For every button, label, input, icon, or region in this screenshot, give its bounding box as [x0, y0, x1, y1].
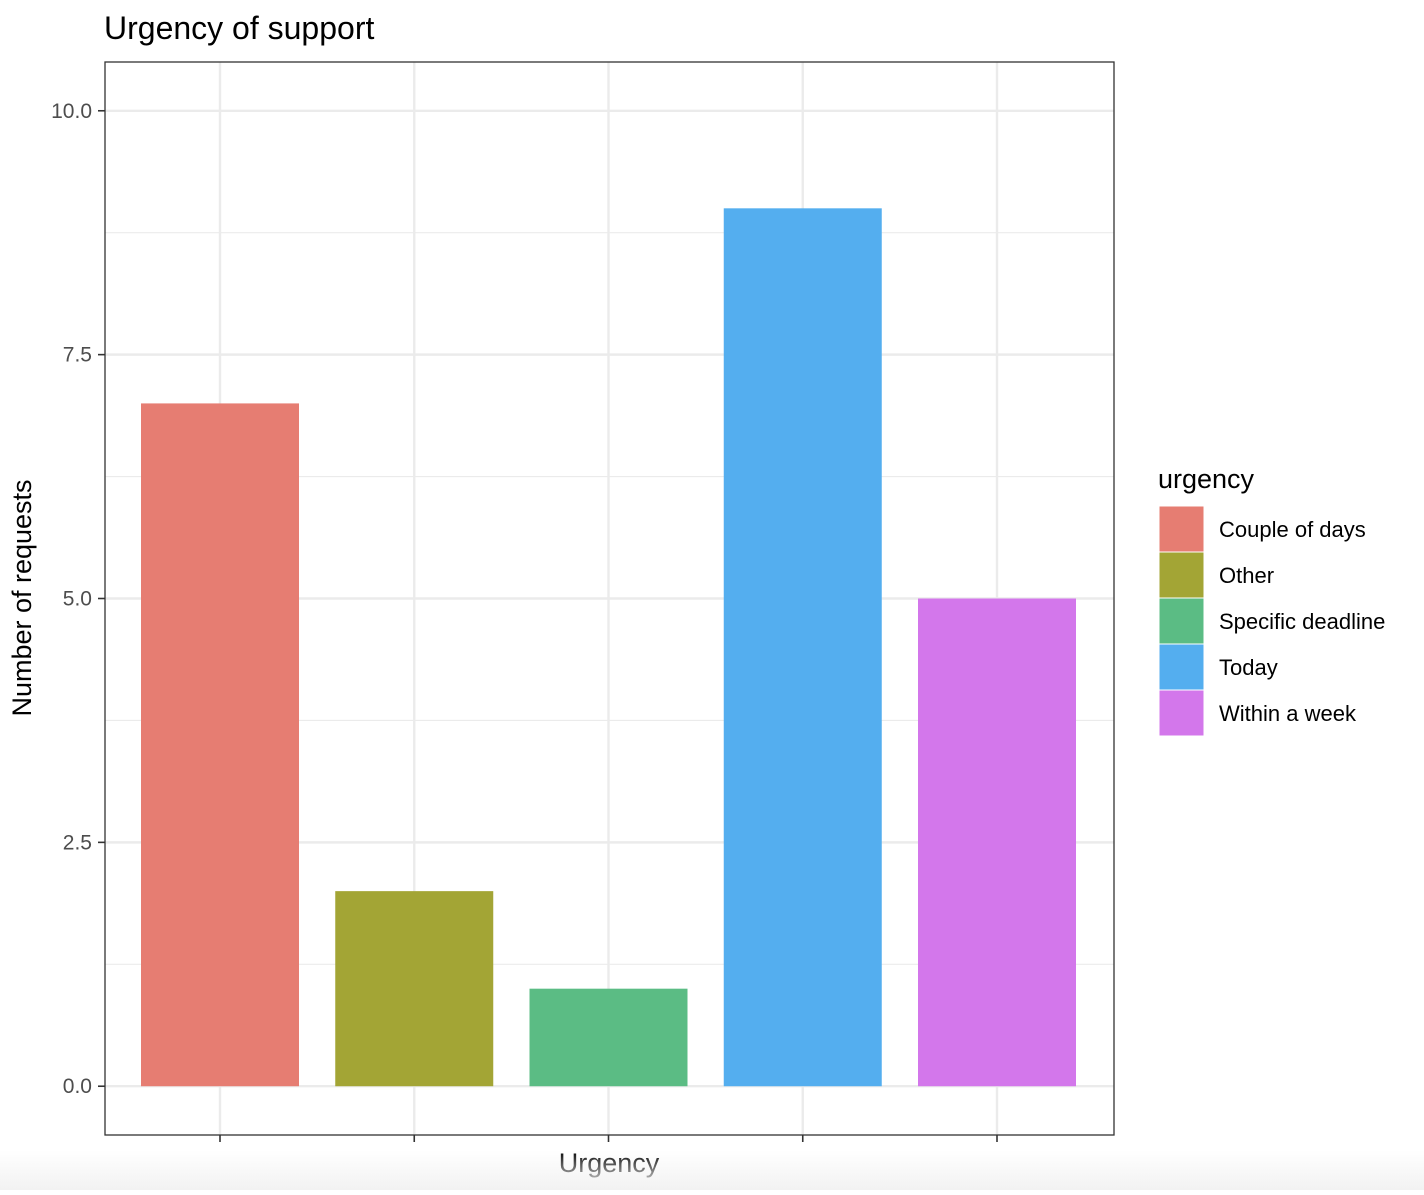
legend-key: [1158, 551, 1205, 599]
bar-within-a-week: [918, 598, 1076, 1087]
legend-key: [1158, 597, 1205, 645]
y-tick-label: 7.5: [63, 344, 92, 367]
y-axis: 0.0 2.5 5.0 7.5 10.0: [51, 100, 105, 1098]
plot-panel: [104, 61, 1115, 1136]
x-axis: [219, 1135, 998, 1142]
chart-title: Urgency of support: [104, 10, 374, 46]
legend-label: Couple of days: [1219, 517, 1366, 542]
legend-label: Specific deadline: [1219, 609, 1385, 634]
legend-items: Couple of days Other Specific deadline Toda…: [1158, 505, 1385, 737]
legend-title: urgency: [1158, 464, 1255, 494]
bar-other: [335, 891, 494, 1087]
y-axis-title: Number of requests: [7, 479, 37, 716]
bars: [141, 208, 1076, 1087]
y-tick-label: 5.0: [63, 588, 92, 611]
x-axis-title: Urgency: [559, 1148, 660, 1178]
y-tick-label: 2.5: [63, 831, 92, 854]
legend: urgency Couple of days Other Specific dead…: [1158, 464, 1385, 737]
legend-label: Other: [1219, 563, 1274, 588]
y-tick-label: 10.0: [51, 100, 92, 123]
legend-label: Today: [1219, 655, 1278, 680]
bar-couple-of-days: [141, 403, 299, 1087]
bar-today: [723, 208, 882, 1087]
legend-key: [1158, 505, 1205, 553]
legend-key: [1158, 689, 1205, 737]
legend-key: [1158, 643, 1205, 691]
legend-label: Within a week: [1219, 701, 1357, 726]
y-tick-label: 0.0: [63, 1075, 92, 1098]
bar-specific-deadline: [529, 988, 688, 1087]
